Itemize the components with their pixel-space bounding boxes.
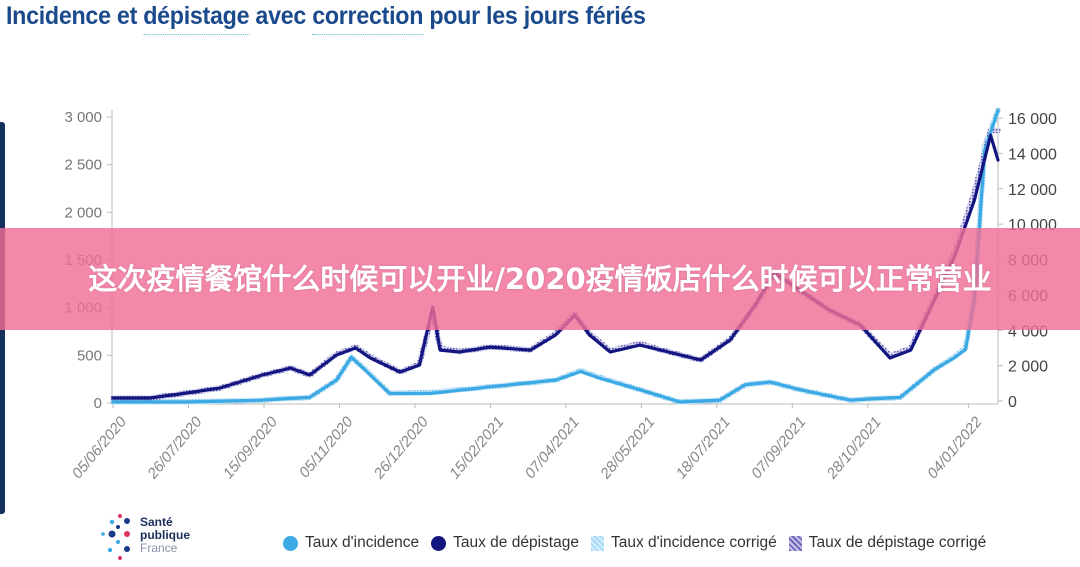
overlay-banner: 这次疫情餐馆什么时候可以开业/2020疫情饭店什么时候可以正常营业: [0, 228, 1080, 330]
circle-marker-icon: [283, 535, 298, 551]
x-tick-label: 07/09/2021: [748, 414, 809, 482]
right-tick-label: 16 000: [1008, 111, 1057, 128]
title-text: Incidence et: [6, 2, 144, 30]
logo-text: publique: [140, 528, 190, 542]
legend-item-incidence-corrige[interactable]: Taux d'incidence corrigé: [590, 534, 777, 552]
legend: Taux d'incidence Taux de dépistage Taux …: [283, 534, 998, 552]
banner-text: 这次疫情餐馆什么时候可以开业/2020疫情饭店什么时候可以正常营业: [88, 262, 992, 296]
x-tick-label: 04/01/2022: [924, 413, 986, 482]
right-tick-label: 0: [1008, 394, 1017, 411]
x-tick-label: 26/07/2020: [144, 413, 206, 483]
left-tick-label: 500: [77, 347, 102, 364]
legend-item-depistage-corrige[interactable]: Taux de dépistage corrigé: [788, 534, 987, 552]
x-tick-label: 15/09/2020: [220, 413, 282, 482]
title-text: avec: [249, 2, 313, 30]
legend-label: Taux de dépistage: [453, 534, 579, 551]
logo-text: Santé: [140, 515, 173, 529]
chart-title: Incidence et dépistage avec correction p…: [6, 2, 646, 35]
left-tick-label: 2 000: [64, 204, 102, 221]
right-tick-label: 12 000: [1008, 182, 1057, 199]
right-tick-label: 14 000: [1008, 146, 1057, 163]
legend-label: Taux de dépistage corrigé: [808, 534, 987, 551]
x-tick-label: 18/07/2021: [673, 414, 734, 482]
hatched-square-icon: [590, 535, 604, 551]
logo-text: France: [140, 541, 178, 555]
title-text: pour les jours fériés: [423, 2, 646, 30]
left-tick-label: 0: [94, 395, 102, 412]
right-tick-label: 2 000: [1008, 359, 1048, 376]
legend-item-depistage[interactable]: Taux de dépistage: [431, 534, 579, 552]
title-link-depistage[interactable]: dépistage: [143, 2, 250, 35]
x-tick-label: 28/05/2021: [596, 414, 658, 483]
series-line-taux-d-incidence: [111, 108, 1000, 404]
circle-marker-icon: [431, 535, 447, 551]
legend-label: Taux d'incidence corrigé: [610, 534, 777, 551]
x-tick-label: 26/12/2020: [370, 413, 432, 483]
sante-publique-france-logo: Santé publique France: [100, 512, 210, 562]
hatched-square-icon: [788, 535, 802, 551]
legend-item-incidence[interactable]: Taux d'incidence: [283, 534, 419, 552]
x-tick-label: 05/11/2020: [296, 413, 357, 481]
x-tick-label: 07/04/2021: [522, 414, 583, 482]
x-tick-label: 05/06/2020: [69, 413, 131, 482]
title-link-correction[interactable]: correction: [312, 2, 423, 35]
legend-label: Taux d'incidence: [305, 534, 420, 551]
x-tick-label: 28/10/2021: [823, 414, 885, 483]
logo-dots-icon: [101, 514, 130, 560]
left-tick-label: 2 500: [64, 157, 102, 174]
x-tick-label: 15/02/2021: [446, 414, 507, 482]
left-tick-label: 3 000: [64, 109, 102, 126]
